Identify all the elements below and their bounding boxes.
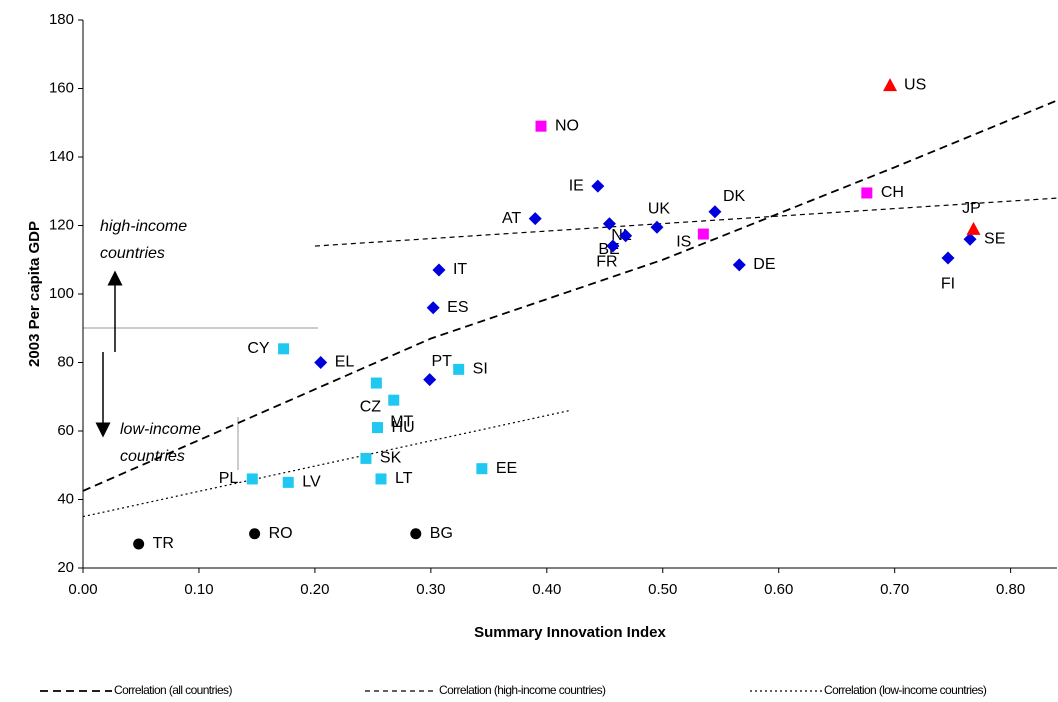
x-tick-label: 0.40 [532,581,561,598]
y-tick-label: 100 [49,285,74,302]
point [423,373,437,387]
point-label: MT [390,413,413,430]
point-label: CZ [360,398,382,415]
point-label: EE [496,460,517,477]
point [410,528,422,540]
x-tick-label: 0.20 [300,581,329,598]
y-tick-label: 80 [57,353,74,370]
point [282,476,294,488]
point-label: PL [219,470,239,487]
point [966,221,981,235]
point [246,473,258,485]
point [606,239,620,253]
point-label: EL [335,354,355,371]
point-label: HU [392,419,415,436]
y-tick-label: 180 [49,11,74,28]
point [249,528,261,540]
point [453,363,465,375]
point-label: FI [941,275,955,292]
trend-line [82,99,1058,492]
annotation: countries [100,245,165,262]
point [133,538,145,550]
point-label: SI [473,361,488,378]
x-tick-label: 0.60 [764,581,793,598]
point [697,228,709,240]
point-label: CY [247,340,270,357]
point [732,258,746,272]
y-tick-label: 60 [57,422,74,439]
point-label: DK [723,188,746,205]
point [476,463,488,475]
point-label: JP [962,200,981,217]
point [372,422,384,434]
point-label: BG [430,525,453,542]
point [375,473,387,485]
annotation: high-income [100,218,187,235]
trend-line [82,409,571,518]
point-label: PT [431,353,452,370]
point-label: IT [453,261,467,278]
point [370,377,382,389]
x-tick-label: 0.80 [996,581,1025,598]
point-label: AT [502,210,521,227]
point [883,78,898,92]
point [591,179,605,193]
point-label: NO [555,117,579,134]
point-label: UK [648,200,671,217]
legend-label: Correlation (low-income countries) [824,683,987,697]
point [941,251,955,265]
point-label: ES [447,299,468,316]
point [314,356,328,369]
trend-line [314,197,1058,247]
y-tick-label: 160 [49,79,74,96]
annotation: low-income [120,421,201,438]
point-label: US [904,76,926,93]
x-tick-label: 0.00 [68,581,97,598]
point [619,229,633,243]
point-label: SK [380,450,402,467]
point [278,343,290,355]
point [963,232,977,246]
point [708,205,722,219]
y-tick-label: 40 [57,490,74,507]
point [535,120,547,132]
point-label: LT [395,470,413,487]
point [650,220,664,234]
x-tick-label: 0.30 [416,581,445,598]
point [426,301,440,315]
legend-label: Correlation (all countries) [114,683,232,697]
point-label: RO [269,525,293,542]
point [602,217,616,231]
annotation: countries [120,448,185,465]
point-label: SE [984,230,1005,247]
point-label: IS [676,233,691,250]
point-label: TR [153,535,174,552]
y-axis-title: 2003 Per capita GDP [26,221,43,367]
x-tick-label: 0.70 [880,581,909,598]
point-label: LV [302,474,321,491]
x-axis-title: Summary Innovation Index [474,624,666,641]
point [360,452,372,464]
point-label: DE [753,256,775,273]
x-tick-label: 0.50 [648,581,677,598]
y-tick-label: 20 [57,559,74,576]
y-tick-label: 120 [49,216,74,233]
point [432,263,446,277]
point-label: FR [596,253,617,270]
x-tick-label: 0.10 [184,581,213,598]
point [861,187,873,199]
legend-label: Correlation (high-income countries) [439,683,606,697]
point [388,394,400,406]
point-label: CH [881,184,904,201]
point-label: IE [569,177,584,194]
y-tick-label: 140 [49,148,74,165]
point [528,212,542,226]
